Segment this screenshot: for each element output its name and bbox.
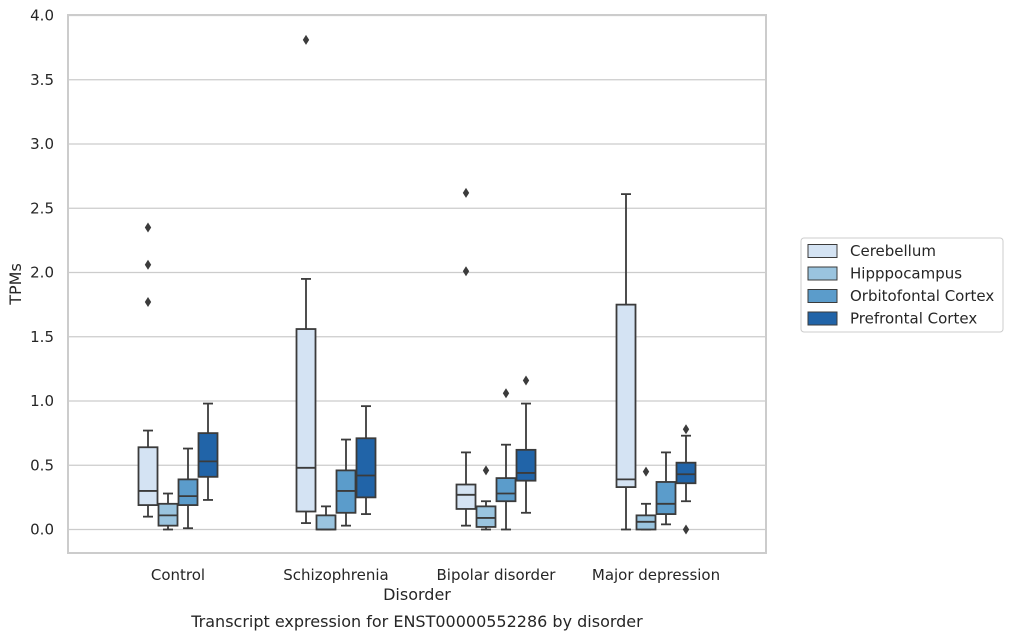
box-iqr	[675, 461, 697, 485]
box-iqr	[475, 505, 497, 528]
plot-frame	[67, 14, 767, 554]
outlier-point	[522, 375, 530, 386]
box-1-3	[355, 405, 377, 515]
box-iqr	[655, 481, 677, 515]
box-0-3	[197, 402, 219, 501]
y-tick-label: 3.5	[30, 71, 54, 89]
y-tick-label: 2.0	[30, 264, 54, 282]
y-tick-label: 4.0	[30, 7, 54, 25]
y-tick-label: 2.5	[30, 199, 54, 217]
y-tick-labels: 0.0 0.5 1.0 1.5 2.0 2.5 3.0 3.5 4.0	[30, 7, 54, 539]
box-3-1	[635, 502, 657, 531]
outlier-point	[482, 465, 490, 476]
chart-caption: Transcript expression for ENST0000055228…	[190, 612, 643, 631]
box-iqr	[197, 432, 219, 478]
legend-swatch	[807, 244, 838, 258]
box-3-3	[675, 434, 697, 503]
outlier-point	[502, 388, 510, 399]
x-axis-label: Disorder	[383, 585, 451, 604]
legend-swatch	[807, 289, 838, 303]
legend-swatch	[807, 266, 838, 281]
x-tick-labels: Control Schizophrenia Bipolar disorder Majo…	[151, 566, 720, 584]
outliers	[144, 34, 690, 535]
outlier-point	[462, 187, 470, 198]
outlier-point	[462, 266, 470, 277]
boxes	[137, 193, 697, 531]
legend-frame	[800, 237, 1004, 333]
box-1-2	[335, 438, 357, 527]
legend-swatch	[807, 311, 838, 326]
legend-label: Prefrontal Cortex	[850, 310, 977, 328]
box-3-0	[615, 193, 637, 531]
x-tick-label: Control	[151, 566, 205, 584]
box-1-1	[315, 505, 337, 531]
box-iqr	[515, 448, 537, 482]
outlier-point	[682, 424, 690, 435]
legend: Cerebellum Hipppocampus Orbitofontal Corte…	[800, 237, 1004, 333]
legend-label: Cerebellum	[850, 242, 936, 260]
legend-label: Hipppocampus	[850, 265, 962, 283]
box-iqr	[615, 303, 637, 488]
outlier-point	[642, 466, 650, 477]
box-iqr	[315, 514, 337, 531]
legend-label: Orbitofontal Cortex	[850, 287, 994, 305]
outlier-point	[144, 297, 152, 308]
x-tick-label: Major depression	[592, 566, 720, 584]
outlier-point	[144, 259, 152, 270]
x-tick-label: Schizophrenia	[283, 566, 388, 584]
box-0-2	[177, 447, 199, 530]
outlier-point	[682, 524, 690, 535]
box-2-1	[475, 500, 497, 531]
y-tick-label: 0.0	[30, 521, 54, 539]
y-tick-label: 0.5	[30, 456, 54, 474]
box-3-2	[655, 451, 677, 526]
box-2-0	[455, 451, 477, 527]
box-2-3	[515, 402, 537, 514]
box-0-0	[137, 429, 159, 518]
y-tick-label: 1.5	[30, 328, 54, 346]
box-iqr	[495, 477, 517, 503]
box-0-1	[157, 492, 179, 531]
y-tick-label: 3.0	[30, 135, 54, 153]
outlier-point	[144, 222, 152, 233]
box-iqr	[455, 483, 477, 510]
y-tick-label: 1.0	[30, 392, 54, 410]
box-2-2	[495, 443, 517, 531]
y-axis-label: TPMs	[6, 263, 25, 306]
x-tick-label: Bipolar disorder	[437, 566, 557, 584]
box-1-0	[295, 278, 317, 524]
outlier-point	[302, 34, 310, 45]
box-iqr	[177, 478, 199, 506]
box-iqr	[137, 446, 159, 506]
box-iqr	[295, 328, 317, 513]
box-iqr	[355, 437, 377, 499]
